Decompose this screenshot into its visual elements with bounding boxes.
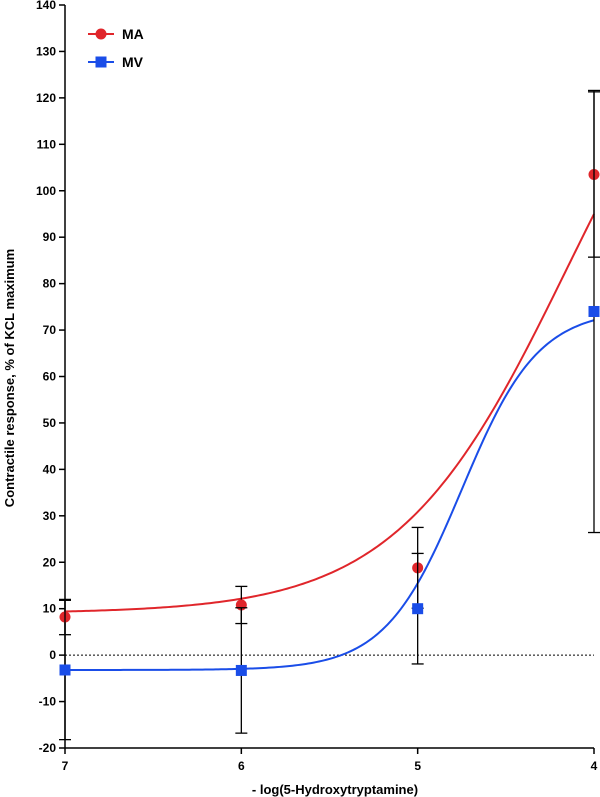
y-tick-label: 130 [36, 44, 56, 58]
y-tick-label: 140 [36, 0, 56, 12]
y-tick-label: 0 [49, 648, 56, 662]
y-tick-label: -20 [39, 741, 57, 755]
legend: MA MV [88, 26, 144, 70]
series-ma [59, 91, 600, 636]
y-tick-label: 30 [43, 509, 57, 523]
y-tick-label: 80 [43, 277, 57, 291]
series-layer [59, 89, 600, 741]
y-tick-label: 50 [43, 416, 57, 430]
x-tick-label: 5 [414, 759, 421, 773]
y-tick-label: -10 [39, 695, 57, 709]
y-axis-title: Contractile response, % of KCL maximum [2, 249, 17, 507]
y-tick-label: 90 [43, 230, 57, 244]
legend-marker-mv [95, 56, 107, 68]
fit-curve-mv [65, 319, 595, 671]
x-tick-label: 6 [238, 759, 245, 773]
y-tick-label: 110 [37, 137, 57, 151]
data-point-mv [59, 664, 71, 676]
data-point-mv [588, 305, 600, 317]
y-tick-label: 40 [43, 462, 57, 476]
y-tick-label: 120 [36, 91, 56, 105]
y-tick-label: 60 [43, 370, 57, 384]
x-axis-title: - log(5-Hydroxytryptamine) [252, 782, 418, 797]
legend-label-ma: MA [122, 26, 144, 42]
y-tick-label: 70 [43, 323, 57, 337]
x-tick-label: 7 [62, 759, 69, 773]
axes: -20 -10 0 10 20 30 40 50 60 70 80 90 100 110 120 130 140… [36, 0, 598, 773]
fit-curve-ma [64, 213, 595, 613]
series-mv [59, 89, 600, 741]
y-tick-label: 10 [43, 602, 57, 616]
data-point-mv [235, 664, 247, 676]
data-point-mv [412, 603, 424, 615]
legend-label-mv: MV [122, 54, 144, 70]
legend-marker-ma [95, 28, 107, 40]
y-tick-label: 100 [36, 184, 56, 198]
y-tick-label: 20 [43, 555, 57, 569]
x-tick-label: 4 [591, 759, 598, 773]
